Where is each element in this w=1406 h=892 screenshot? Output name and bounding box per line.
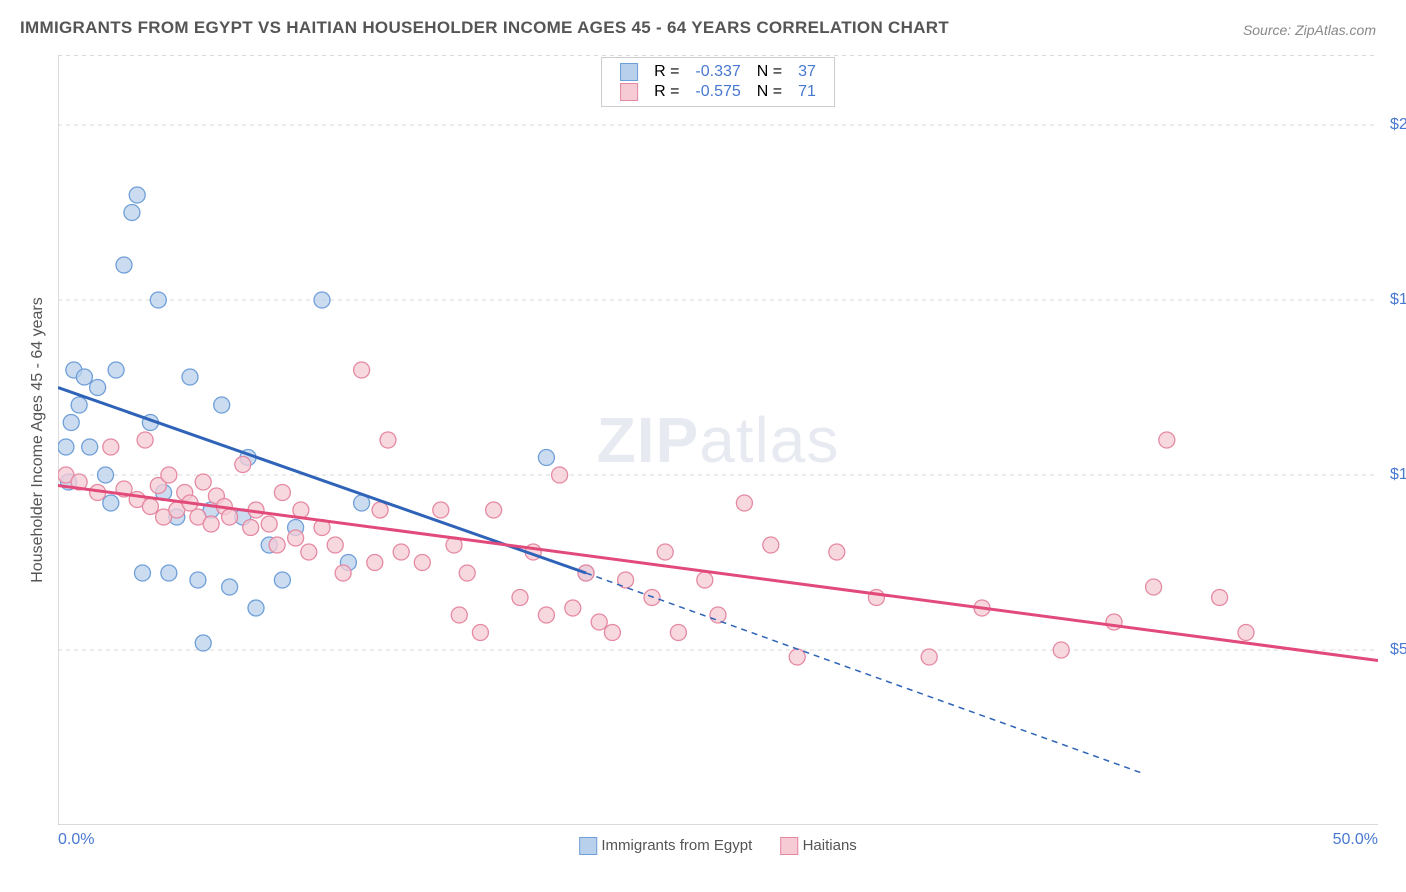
x-axis-max: 50.0% — [1333, 831, 1378, 849]
n-value-haitian: 71 — [790, 82, 824, 102]
chart-title: IMMIGRANTS FROM EGYPT VS HAITIAN HOUSEHO… — [20, 18, 949, 38]
swatch-egypt — [620, 63, 638, 81]
n-label: N = — [749, 62, 790, 82]
y-tick-label: $200,000 — [1382, 116, 1406, 134]
y-tick-label: $50,000 — [1382, 641, 1406, 659]
x-axis-min: 0.0% — [58, 831, 94, 849]
stats-row-haitian: R = -0.575 N = 71 — [612, 82, 824, 102]
y-tick-label: $100,000 — [1382, 466, 1406, 484]
legend-label-haitian: Haitians — [803, 837, 857, 854]
stats-legend: R = -0.337 N = 37 R = -0.575 N = 71 — [601, 57, 835, 107]
source-label: Source: ZipAtlas.com — [1243, 22, 1376, 38]
y-axis-label: Householder Income Ages 45 - 64 years — [29, 297, 47, 583]
r-label: R = — [646, 62, 687, 82]
legend-item-egypt: Immigrants from Egypt — [579, 837, 756, 854]
y-tick-label: $150,000 — [1382, 291, 1406, 309]
r-label: R = — [646, 82, 687, 102]
legend-label-egypt: Immigrants from Egypt — [601, 837, 752, 854]
legend-item-haitian: Haitians — [780, 837, 856, 854]
correlation-chart: ZIPatlas Householder Income Ages 45 - 64… — [58, 55, 1378, 825]
r-value-haitian: -0.575 — [687, 82, 748, 102]
stats-row-egypt: R = -0.337 N = 37 — [612, 62, 824, 82]
r-value-egypt: -0.337 — [687, 62, 748, 82]
plot-svg — [58, 55, 1378, 825]
n-value-egypt: 37 — [790, 62, 824, 82]
legend-swatch-egypt — [579, 837, 597, 855]
swatch-haitian — [620, 83, 638, 101]
legend-swatch-haitian — [780, 837, 798, 855]
n-label: N = — [749, 82, 790, 102]
series-legend: Immigrants from Egypt Haitians — [567, 837, 869, 855]
